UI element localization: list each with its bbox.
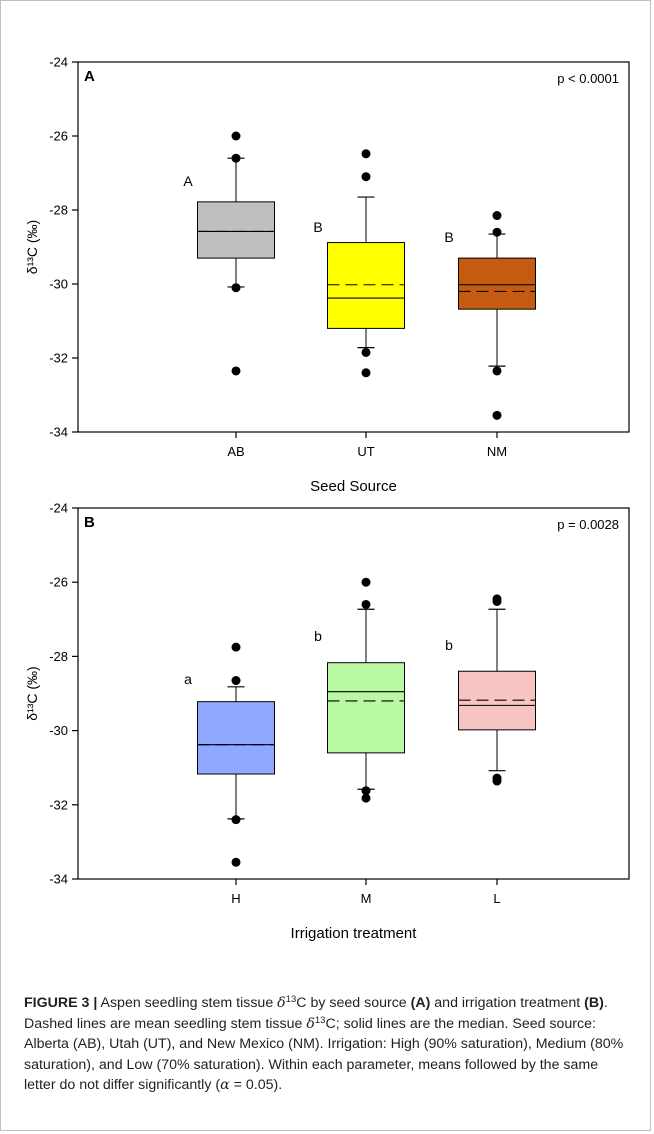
x-tick-label: AB (227, 444, 244, 459)
caption-sup-1: 13 (285, 994, 297, 1005)
caption-text-3: and irrigation treatment (430, 995, 585, 1011)
y-tick-label: -30 (49, 723, 68, 738)
p-value-label: p < 0.0001 (557, 71, 619, 86)
box-ut: UT B (313, 149, 405, 459)
outlier-point (231, 642, 241, 652)
chart-panel-b: -24 -26 -28 -30 -32 -34 δ¹³C (‰) B p = 0.0028 Irr… (24, 501, 630, 942)
outlier-point (361, 577, 371, 587)
outlier-point (492, 366, 502, 376)
caption-ref-b: (B) (584, 995, 604, 1011)
outlier-point (231, 815, 241, 825)
outlier-point (361, 172, 371, 182)
outlier-point (231, 366, 241, 376)
caption-delta-2: δ (306, 1015, 315, 1032)
outlier-point (361, 368, 371, 378)
y-tick-label: -32 (49, 351, 68, 366)
box-body (458, 257, 536, 310)
box-h: Ha (184, 642, 275, 906)
x-axis-label: Seed Source (310, 478, 397, 495)
box-nm: NM B (444, 211, 536, 459)
caption-alpha: α (220, 1077, 230, 1093)
outlier-point (492, 211, 502, 221)
plot-frame (77, 61, 630, 433)
figure-charts: -24 -26 -28 -30 -32 -34 δ¹³C (‰) A p < 0.0001 See… (24, 55, 630, 942)
box-body (327, 242, 405, 329)
x-axis-label: Irrigation treatment (291, 925, 418, 942)
y-tick-label: -26 (49, 129, 68, 144)
outlier-point (361, 149, 371, 159)
outlier-point (361, 347, 371, 357)
caption-text-2: C by seed source (296, 995, 411, 1011)
caption-sup-2: 13 (314, 1014, 326, 1026)
figure-caption: FIGURE 3 | Aspen seedling stem tissue δ1… (24, 993, 629, 1096)
box-ab: AB A (183, 131, 275, 459)
y-tick-label: -24 (49, 55, 68, 70)
outlier-point (231, 283, 241, 293)
box-body (327, 662, 405, 754)
y-axis-label: δ¹³C (‰) (24, 220, 40, 274)
box-m: Mb (314, 577, 405, 906)
outlier-point (361, 793, 371, 803)
box-body (197, 201, 275, 259)
caption-ref-a: (A) (410, 995, 431, 1011)
x-tick-label: H (231, 891, 240, 906)
caption-label: FIGURE 3 | (24, 995, 98, 1011)
outlier-point (492, 596, 502, 606)
caption-text-6: = 0.05). (229, 1077, 283, 1093)
x-tick-label: NM (487, 444, 507, 459)
y-tick-label: -28 (49, 203, 68, 218)
y-tick-label: -34 (49, 425, 68, 440)
outlier-point (361, 599, 371, 609)
y-tick-label: -32 (49, 797, 68, 812)
y-tick-label: -28 (49, 649, 68, 664)
chart-panel-a: -24 -26 -28 -30 -32 -34 δ¹³C (‰) A p < 0.0001 See… (24, 55, 630, 495)
significance-letter: b (314, 628, 322, 644)
outlier-point (492, 410, 502, 420)
y-tick-label: -24 (49, 501, 68, 516)
box-l: Lb (445, 594, 536, 906)
significance-letter: b (445, 637, 453, 653)
significance-letter: B (444, 229, 453, 245)
plot-frame (77, 507, 630, 880)
caption-text-4: . Dashed lines are mean seedling stem ti… (24, 995, 608, 1032)
caption-text-5: C; solid lines are the median. Seed sour… (24, 1015, 624, 1094)
outlier-point (492, 776, 502, 786)
x-tick-label: L (493, 891, 500, 906)
outlier-point (361, 786, 371, 796)
outlier-point (492, 227, 502, 237)
box-body (197, 701, 275, 775)
panel-label: B (84, 514, 95, 531)
y-axis-label: δ¹³C (‰) (24, 666, 40, 720)
y-tick-label: -34 (49, 872, 68, 887)
significance-letter: B (313, 219, 322, 235)
outlier-point (231, 676, 241, 686)
caption-text-1: Aspen seedling stem tissue (97, 995, 278, 1011)
y-tick-label: -26 (49, 575, 68, 590)
outlier-point (231, 857, 241, 867)
p-value-label: p = 0.0028 (557, 517, 619, 532)
panel-label: A (84, 68, 95, 85)
significance-letter: a (184, 671, 192, 687)
caption-delta-1: δ (277, 995, 286, 1011)
x-tick-label: UT (357, 444, 374, 459)
outlier-point (231, 153, 241, 163)
significance-letter: A (183, 173, 193, 189)
y-tick-label: -30 (49, 277, 68, 292)
x-tick-label: M (361, 891, 372, 906)
outlier-point (231, 131, 241, 141)
